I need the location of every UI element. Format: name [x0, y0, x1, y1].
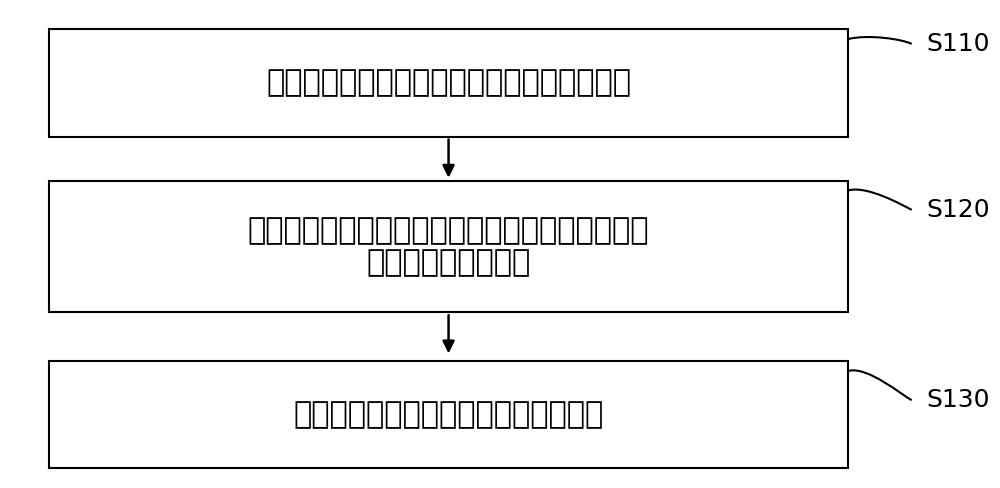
Text: S130: S130	[926, 388, 990, 412]
Text: 对所述充放电数据进行预处理，得到用于表征该充: 对所述充放电数据进行预处理，得到用于表征该充	[248, 216, 649, 245]
FancyBboxPatch shape	[49, 361, 848, 468]
FancyBboxPatch shape	[49, 29, 848, 137]
Text: 放电数据的目标数据: 放电数据的目标数据	[366, 248, 531, 277]
Text: S110: S110	[926, 32, 990, 56]
Text: 将所述目标数据发送给所述后台服务器: 将所述目标数据发送给所述后台服务器	[293, 400, 604, 429]
Text: 获得对目标电池进行数据采集到的充放电数据: 获得对目标电池进行数据采集到的充放电数据	[266, 68, 631, 98]
Text: S120: S120	[926, 198, 990, 222]
FancyBboxPatch shape	[49, 181, 848, 312]
